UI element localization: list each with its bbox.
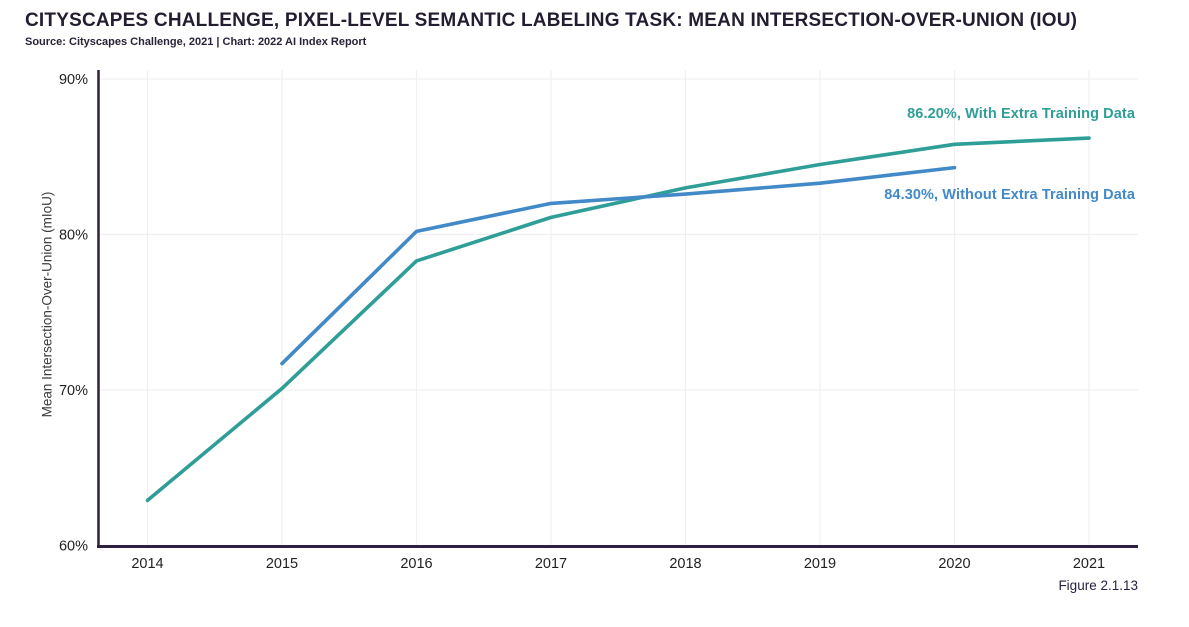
y-tick-label: 60% [59, 539, 88, 555]
end-label-without-extra-training-data: 84.30%, Without Extra Training Data [884, 187, 1135, 203]
x-tick-label: 2014 [131, 556, 163, 572]
y-axis-title: Mean Intersection-Over-Union (mIoU) [39, 191, 55, 418]
figure-number-label: Figure 2.1.13 [1058, 578, 1138, 593]
chart-source-credit: Source: Cityscapes Challenge, 2021 | Cha… [25, 36, 367, 48]
end-label-with-extra-training-data: 86.20%, With Extra Training Data [907, 106, 1135, 122]
y-tick-label: 80% [59, 228, 88, 244]
x-tick-label: 2018 [669, 556, 701, 572]
chart-title: CITYSCAPES CHALLENGE, PIXEL-LEVEL SEMANT… [25, 10, 1078, 31]
x-tick-label: 2015 [266, 556, 298, 572]
x-tick-label: 2017 [535, 556, 567, 572]
y-tick-label: 70% [59, 383, 88, 399]
x-tick-label: 2019 [804, 556, 836, 572]
series-line-with-extra-training-data [145, 136, 1091, 503]
x-tick-label: 2020 [938, 556, 970, 572]
x-tick-label: 2016 [400, 556, 432, 572]
x-tick-label: 2021 [1073, 556, 1105, 572]
y-tick-label: 90% [59, 72, 88, 88]
series-line-without-extra-training-data [280, 165, 957, 366]
